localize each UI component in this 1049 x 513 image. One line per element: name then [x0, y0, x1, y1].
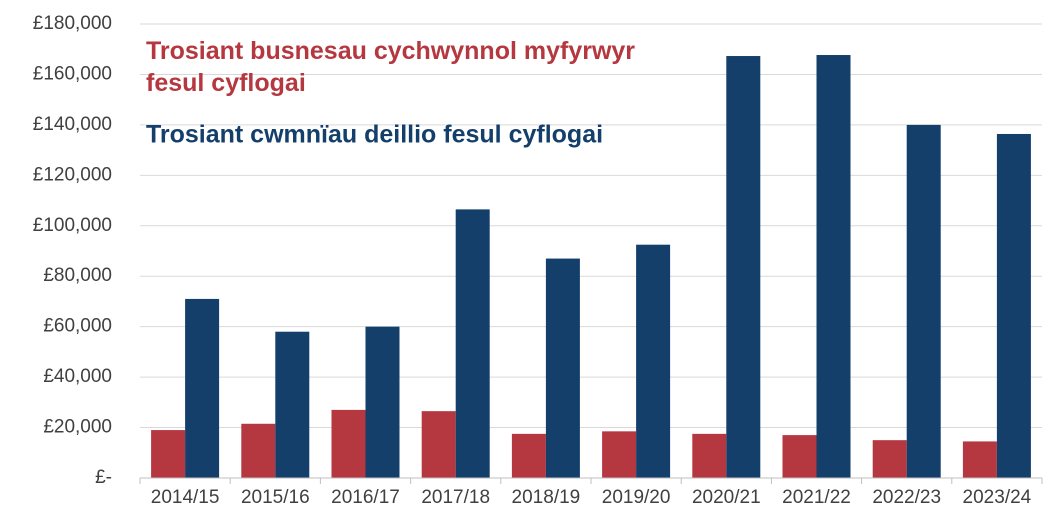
bar	[692, 433, 727, 478]
x-tick-label: 2015/16	[241, 487, 310, 508]
bar	[602, 431, 637, 478]
x-tick-label: 2019/20	[602, 487, 671, 508]
bar	[421, 411, 456, 478]
bar	[782, 435, 817, 478]
bar	[241, 423, 276, 478]
bar	[906, 124, 941, 478]
y-tick-label: £180,000	[33, 13, 112, 34]
x-tick-label: 2014/15	[151, 487, 220, 508]
y-tick-label: £100,000	[33, 215, 112, 236]
bar	[545, 258, 580, 478]
x-tick-label: 2022/23	[872, 487, 941, 508]
bar	[816, 55, 851, 478]
legend-entry: Trosiant busnesau cychwynnol myfyrwyr fes…	[146, 37, 635, 97]
x-tick-label: 2021/22	[782, 487, 851, 508]
bar	[331, 409, 366, 478]
y-tick-label: £120,000	[33, 164, 112, 185]
y-tick-label: £160,000	[33, 63, 112, 84]
bar	[636, 244, 671, 478]
x-tick-label: 2020/21	[692, 487, 761, 508]
y-tick-label: £20,000	[43, 417, 112, 438]
bar	[726, 56, 761, 478]
bar	[962, 441, 997, 478]
y-tick-label: £60,000	[43, 316, 112, 337]
x-tick-label: 2023/24	[963, 487, 1032, 508]
bar	[275, 331, 310, 478]
x-tick-label: 2016/17	[331, 487, 400, 508]
y-tick-label: £40,000	[43, 366, 112, 387]
bar	[996, 133, 1031, 479]
x-tick-label: 2018/19	[512, 487, 581, 508]
bar	[185, 298, 220, 478]
bar	[365, 326, 400, 478]
legend-entry: Trosiant cwmnïau deillio fesul cyflogai	[146, 121, 603, 149]
bar	[455, 209, 490, 478]
bar	[151, 430, 186, 478]
bar	[511, 433, 546, 478]
bar	[872, 440, 907, 478]
x-tick-label: 2017/18	[421, 487, 490, 508]
y-tick-label: £140,000	[33, 114, 112, 135]
y-tick-label: £-	[95, 467, 112, 488]
y-tick-label: £80,000	[43, 265, 112, 286]
